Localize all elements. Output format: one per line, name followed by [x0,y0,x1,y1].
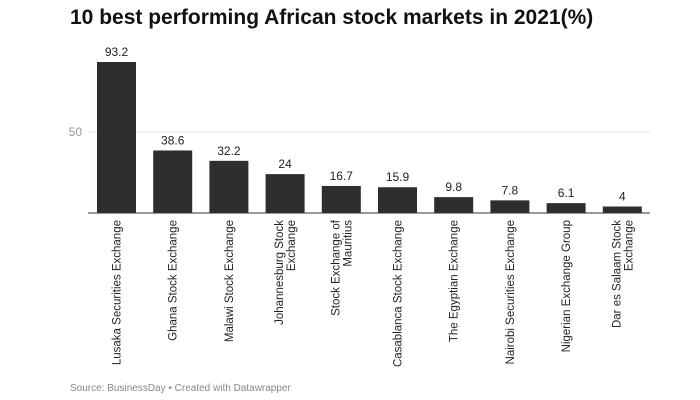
value-label: 9.8 [445,180,462,194]
category-label: Nairobi Securities Exchange [505,220,517,364]
value-label: 38.6 [161,133,185,147]
value-label: 15.9 [386,170,410,184]
value-label: 32.2 [217,144,241,158]
chart-title: 10 best performing African stock markets… [70,6,594,29]
category-label: Stock Exchange of [330,219,342,316]
category-label: The Egyptian Exchange [449,220,461,342]
bar [546,203,586,213]
bar [490,200,530,213]
value-label: 4 [619,190,626,204]
bar [321,185,361,213]
category-label: Malawi Stock Exchange [224,220,236,342]
bar [209,160,249,213]
value-label: 93.2 [105,45,129,59]
category-label: Exchange [623,220,635,271]
category-label: Ghana Stock Exchange [168,220,180,341]
category-label: Dar es Salaam Stock [611,220,623,328]
bar [378,187,417,213]
bar [434,197,474,213]
category-label: Lusaka Securities Exchange [112,220,124,365]
bar [97,62,136,214]
bar [602,206,642,213]
category-label: Exchange [286,220,298,271]
category-label: Casablanca Stock Exchange [393,220,405,367]
value-label: 7.8 [502,183,519,197]
bar [265,174,305,213]
y-tick-label: 50 [69,125,83,139]
value-label: 24 [278,157,292,171]
category-label: Johannesburg Stock [274,220,286,325]
value-label: 16.7 [330,169,354,183]
source-footer: Source: BusinessDay • Created with Dataw… [70,383,291,394]
value-label: 6.1 [558,186,575,200]
category-label: Mauritius [342,220,354,267]
category-label: Nigerian Exchange Group [561,220,573,352]
bar [153,150,193,213]
